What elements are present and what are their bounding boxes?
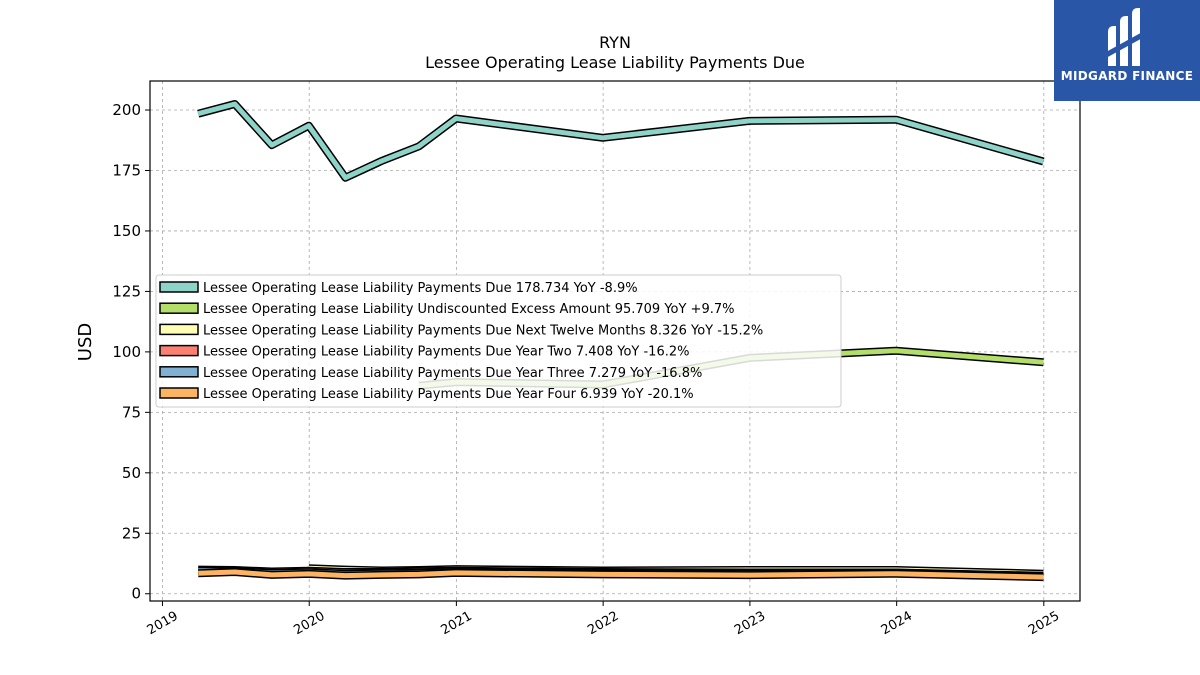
legend-item: Lessee Operating Lease Liability Payment… (159, 366, 702, 381)
legend-swatch (159, 387, 199, 399)
legend-box (155, 274, 842, 408)
legend: Lessee Operating Lease Liability Payment… (155, 274, 842, 408)
y-tick-label: 150 (112, 222, 141, 240)
y-tick-label: 50 (122, 464, 141, 482)
series-1 (197, 100, 1045, 182)
y-tick-label: 125 (112, 282, 141, 300)
legend-label: Lessee Operating Lease Liability Undisco… (203, 302, 734, 317)
legend-label: Lessee Operating Lease Liability Payment… (203, 281, 638, 296)
logo-brand-text: MIDGARD FINANCE (1060, 69, 1194, 83)
y-axis-label: USD (75, 323, 96, 361)
y-tick-label: 0 (131, 585, 141, 603)
legend-swatch (159, 344, 199, 357)
legend-label: Lessee Operating Lease Liability Payment… (203, 387, 694, 402)
legend-swatch (159, 323, 199, 336)
x-tick-label: 2020 (291, 609, 327, 639)
series-line (197, 101, 1045, 181)
x-tick-label: 2019 (145, 609, 181, 639)
x-tick-label: 2025 (1026, 609, 1062, 639)
chart-title: RYN (599, 33, 631, 52)
series-6 (198, 568, 1044, 582)
y-tick-label: 100 (112, 343, 141, 361)
legend-swatch (159, 302, 199, 314)
x-tick-label: 2023 (732, 609, 768, 639)
y-tick-label: 25 (122, 524, 141, 542)
legend-swatch (159, 281, 199, 293)
legend-item: Lessee Operating Lease Liability Payment… (159, 344, 689, 360)
y-tick-label: 175 (112, 161, 141, 179)
legend-swatch (159, 366, 199, 378)
series-line-outline (197, 100, 1045, 182)
midgard-finance-logo: MIDGARD FINANCE (1054, 0, 1200, 101)
plot-frame (149, 80, 1081, 602)
legend-item: Lessee Operating Lease Liability Payment… (159, 323, 763, 338)
x-tick-label: 2021 (439, 609, 475, 639)
legend-item: Lessee Operating Lease Liability Payment… (159, 281, 638, 296)
y-tick-label: 200 (112, 101, 141, 119)
legend-label: Lessee Operating Lease Liability Payment… (203, 323, 763, 338)
series-line (198, 569, 1044, 580)
legend-label: Lessee Operating Lease Liability Payment… (203, 366, 702, 381)
legend-item: Lessee Operating Lease Liability Undisco… (159, 302, 734, 317)
legend-item: Lessee Operating Lease Liability Payment… (159, 387, 694, 402)
legend-label: Lessee Operating Lease Liability Payment… (203, 345, 689, 360)
x-tick-label: 2024 (879, 609, 915, 639)
chart-subtitle: Lessee Operating Lease Liability Payment… (425, 53, 805, 72)
grid (150, 81, 1080, 601)
x-tick-label: 2022 (585, 609, 621, 639)
y-tick-label: 75 (122, 403, 141, 421)
logo-mark-icon (1106, 8, 1146, 66)
